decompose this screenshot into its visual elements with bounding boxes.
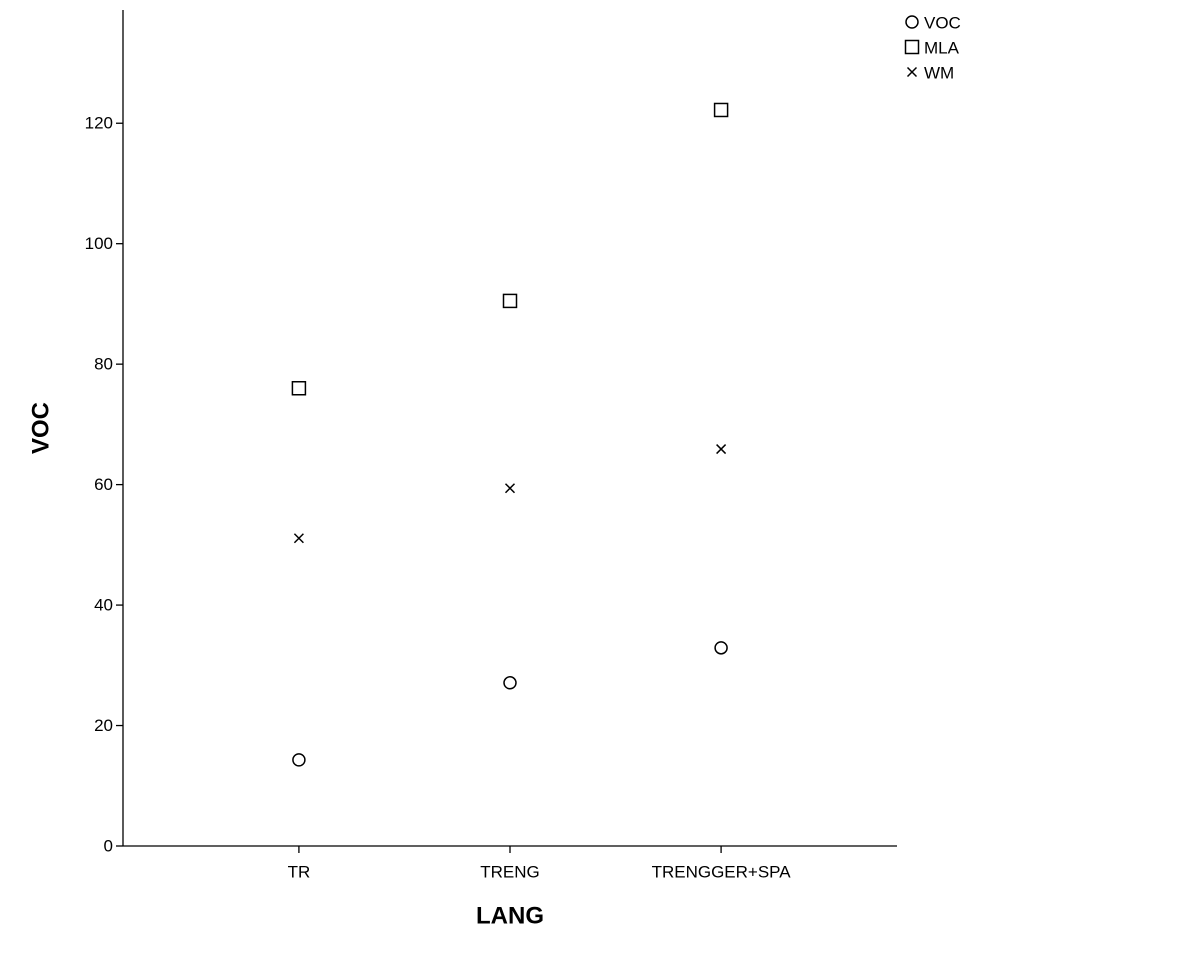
legend-label: VOC: [924, 13, 961, 32]
point: [716, 444, 727, 455]
point: [291, 380, 307, 396]
point: [714, 641, 728, 655]
y-tick-label: 120: [85, 114, 113, 133]
point: [504, 483, 516, 494]
point-shape: [714, 641, 728, 655]
y-tick-label: 0: [104, 836, 113, 855]
x-axis-title: LANG: [476, 902, 544, 929]
x-tick-label: TRENG: [480, 862, 540, 881]
point-shape: [503, 676, 517, 690]
point-shape: [291, 380, 307, 396]
point: [502, 293, 518, 309]
x-tick-label: TR: [288, 862, 311, 881]
point: [503, 676, 517, 690]
legend-marker-shape: [905, 15, 919, 29]
y-tick-label: 60: [94, 475, 113, 494]
y-tick-label: 80: [94, 355, 113, 374]
point-shape: [504, 483, 516, 494]
point-shape: [293, 533, 304, 544]
point-shape: [713, 102, 729, 118]
point-shape: [292, 753, 306, 767]
legend-marker: [906, 66, 918, 78]
legend-marker-shape: [904, 39, 920, 55]
legend-marker: [905, 15, 919, 29]
y-tick-label: 40: [94, 596, 113, 615]
point: [293, 533, 304, 544]
y-tick-label: 20: [94, 716, 113, 735]
point: [713, 102, 729, 118]
point-shape: [716, 444, 727, 455]
legend-marker: [904, 39, 920, 55]
legend-marker-shape: [906, 66, 918, 78]
point: [292, 753, 306, 767]
legend-label: WM: [924, 63, 954, 82]
y-axis-title: VOC: [27, 402, 54, 454]
x-tick-label: TRENGGER+SPA: [652, 862, 792, 881]
legend-label: MLA: [924, 38, 960, 57]
y-tick-label: 100: [85, 234, 113, 253]
point-shape: [502, 293, 518, 309]
